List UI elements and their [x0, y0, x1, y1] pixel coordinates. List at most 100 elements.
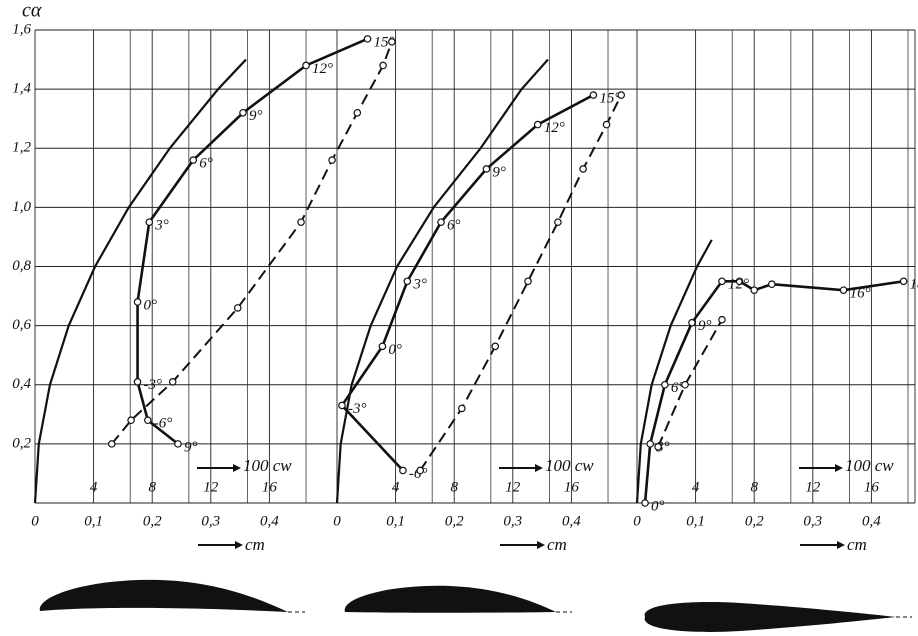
x-tick-label: 0 [333, 513, 341, 529]
data-point [661, 380, 669, 389]
x-tick-label: 0,3 [201, 513, 220, 529]
data-point [353, 108, 362, 117]
data-point [688, 318, 696, 327]
data-point [133, 298, 142, 306]
x-tick-label: 0,3 [803, 513, 822, 529]
angle-label: 9° [698, 318, 712, 334]
data-point [297, 218, 305, 226]
y-tick-label: 1,6 [12, 21, 31, 37]
data-point [144, 416, 152, 425]
x2-tick-label: 4 [692, 479, 700, 495]
y-tick-label: 1,2 [12, 140, 31, 156]
data-point [602, 120, 611, 129]
data-point [388, 38, 396, 46]
x-tick-label: 0,1 [386, 513, 405, 529]
x-axis-label: cm [847, 535, 867, 554]
x2-axis-label: 100 cw [243, 456, 292, 475]
x2-tick-label: 16 [864, 479, 880, 495]
x2-tick-label: 12 [505, 479, 521, 495]
series-line [419, 94, 623, 472]
angle-label: 3° [154, 218, 169, 234]
angle-label: 12° [312, 61, 333, 77]
x-tick-label: 0,4 [260, 513, 279, 529]
x2-tick-label: 12 [805, 479, 821, 495]
data-point [579, 165, 587, 173]
angle-label: 16° [850, 286, 871, 302]
data-point [718, 315, 726, 324]
data-point [482, 165, 491, 173]
data-point [107, 440, 116, 448]
y-tick-label: 1,4 [12, 81, 31, 97]
data-point [127, 416, 135, 425]
x2-tick-label: 12 [203, 479, 219, 495]
arrow-head [535, 464, 543, 472]
data-point [416, 466, 425, 475]
x-tick-label: 0,4 [562, 513, 581, 529]
airfoil-cambered [39, 579, 288, 612]
arrow-head [837, 541, 845, 549]
data-point [302, 61, 310, 70]
x-tick-label: 0,2 [143, 513, 162, 529]
x2-axis-label: 100 cw [845, 456, 894, 475]
series-line [33, 58, 247, 504]
x2-tick-label: 16 [564, 479, 580, 495]
angle-label: -3° [144, 377, 163, 393]
series-line [340, 93, 594, 472]
angle-label: 18° [910, 277, 918, 293]
data-point [133, 377, 142, 386]
angle-label: 3° [412, 277, 427, 293]
x2-tick-label: 4 [392, 479, 400, 495]
data-point [403, 277, 412, 286]
data-point [681, 380, 689, 389]
x2-axis-label: 100 cw [545, 456, 594, 475]
data-point [524, 277, 532, 286]
angle-label: 12° [728, 277, 749, 293]
angle-label: -3° [348, 401, 367, 417]
x-tick-label: 0,4 [862, 513, 881, 529]
angle-label: 12° [544, 120, 565, 136]
x-axis-label: cm [245, 535, 265, 554]
data-point [378, 342, 387, 351]
angle-label: 0° [144, 297, 158, 313]
data-point [338, 401, 346, 410]
x-axis-label: cm [547, 535, 567, 554]
y-tick-label: 0,8 [12, 258, 31, 274]
airfoils [39, 579, 912, 632]
x2-tick-label: 4 [90, 479, 98, 495]
x-tick-label: 0,2 [745, 513, 764, 529]
angle-label: 0° [651, 498, 665, 514]
angle-label: 0° [388, 342, 402, 358]
x-tick-label: 0 [633, 513, 641, 529]
data-point [174, 440, 182, 448]
data-point [145, 218, 154, 226]
data-point [491, 342, 500, 351]
angle-label: 15° [374, 34, 395, 50]
y-tick-label: 0,4 [12, 376, 31, 392]
series-line [657, 319, 723, 448]
y-tick-label: 0,2 [12, 435, 31, 451]
angle-label: 6° [447, 218, 461, 234]
data-point [554, 218, 562, 226]
data-point [718, 277, 726, 286]
arrow-head [537, 541, 545, 549]
data-point [735, 277, 744, 286]
series-line [643, 279, 904, 504]
data-point [239, 108, 247, 117]
data-point [399, 466, 407, 475]
x-tick-label: 0,3 [503, 513, 522, 529]
airfoil-cambered [344, 585, 556, 613]
series-line [635, 239, 713, 504]
data-point [379, 61, 387, 70]
arrow-head [835, 464, 843, 472]
angle-label: 6° [199, 156, 213, 172]
data-point [533, 120, 542, 129]
angle-label: -6° [154, 416, 173, 432]
data-point [839, 286, 848, 294]
data-point [168, 377, 177, 386]
angle-label: 15° [599, 90, 620, 106]
y-axis-label: cα [22, 0, 42, 22]
y-tick-label: 0,6 [12, 317, 31, 333]
data-point [767, 280, 776, 289]
x-tick-label: 0 [31, 513, 39, 529]
